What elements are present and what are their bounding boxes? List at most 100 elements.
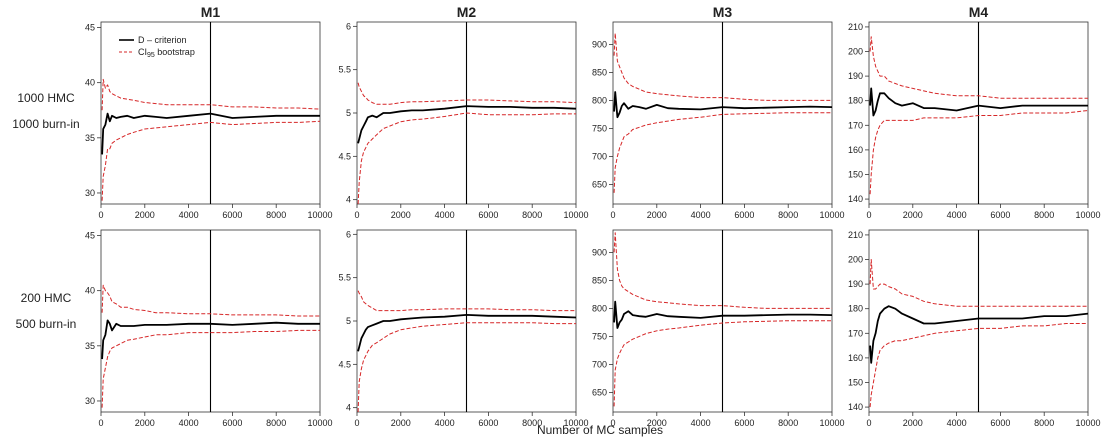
y-tick-label: 900	[592, 247, 607, 257]
row-label-1-line-2: 1000 burn-in	[12, 117, 79, 131]
y-tick-label: 140	[848, 194, 863, 204]
series-d-criterion	[613, 91, 833, 119]
x-tick-label: 0	[610, 210, 615, 220]
row-label-2-line-1: 200 HMC	[21, 291, 72, 305]
y-tick-label: 200	[848, 255, 863, 265]
series-ci-upper	[613, 32, 832, 101]
series-d-criterion	[869, 87, 1088, 117]
y-tick-label: 35	[85, 133, 95, 143]
y-tick-label: 150	[848, 377, 863, 387]
y-tick-label: 5	[346, 316, 351, 326]
y-tick-label: 30	[85, 396, 95, 406]
x-tick-label: 10000	[563, 210, 588, 220]
y-tick-label: 160	[848, 353, 863, 363]
x-tick-label: 0	[610, 418, 615, 428]
y-tick-label: 180	[848, 304, 863, 314]
panel-6: 4 4.5 5 5.5 6 0 2000 4000 6000 8000 10000	[338, 229, 588, 428]
y-tick-label: 45	[85, 23, 95, 33]
panel-title: M2	[457, 4, 477, 20]
x-tick-label: 4000	[435, 210, 455, 220]
x-tick-label: 4000	[179, 210, 199, 220]
series-ci-lower	[613, 112, 832, 193]
y-tick-label: 190	[848, 279, 863, 289]
x-tick-label: 4000	[435, 418, 455, 428]
x-tick-label: 10000	[307, 418, 332, 428]
legend-ci-label-subscript: 95	[147, 52, 155, 59]
x-tick-label: 2000	[391, 210, 411, 220]
x-tick-label: 10000	[563, 418, 588, 428]
x-tick-label: 8000	[778, 210, 798, 220]
y-tick-label: 6	[346, 21, 351, 31]
panel-7: 650 700 750 800 850 900 0 2000 4000 6000 8000 10000	[592, 229, 845, 428]
y-tick-label: 700	[592, 151, 607, 161]
y-tick-label: 210	[848, 22, 863, 32]
y-tick-label: 800	[592, 95, 607, 105]
x-tick-label: 6000	[734, 210, 754, 220]
series-ci-upper	[613, 232, 832, 309]
y-tick-label: 850	[592, 67, 607, 77]
y-tick-label: 140	[848, 402, 863, 412]
y-tick-label: 5.5	[338, 65, 351, 75]
panel-5: 30 35 40 45 0 2000 4000 6000 8000 10000	[85, 229, 333, 428]
x-tick-label: 2000	[647, 418, 667, 428]
x-tick-label: 4000	[691, 418, 711, 428]
x-tick-label: 8000	[778, 418, 798, 428]
panel-2: M2 4 4.5 5 5.5 6 0 2000 4000 6000 8000 10000	[338, 4, 588, 220]
y-tick-label: 800	[592, 303, 607, 313]
series-d-criterion	[357, 313, 577, 352]
x-tick-label: 6000	[478, 418, 498, 428]
x-tick-label: 10000	[1075, 418, 1100, 428]
series-ci-upper	[869, 36, 1088, 99]
row-label-2-line-2: 500 burn-in	[16, 317, 77, 331]
x-tick-label: 2000	[135, 210, 155, 220]
y-tick-label: 4	[346, 403, 351, 413]
x-tick-label: 0	[354, 418, 359, 428]
x-tick-label: 0	[98, 418, 103, 428]
y-tick-label: 170	[848, 120, 863, 130]
legend-criterion-label: D – criterion	[138, 35, 187, 45]
x-tick-label: 2000	[903, 210, 923, 220]
series-ci-upper	[101, 284, 320, 317]
x-tick-label: 4000	[691, 210, 711, 220]
legend-ci-label-main: CI	[138, 47, 147, 57]
y-tick-label: 850	[592, 275, 607, 285]
panel-title: M4	[969, 4, 989, 20]
series-ci-upper	[357, 290, 576, 312]
x-tick-label: 6000	[222, 418, 242, 428]
series-d-criterion	[613, 300, 833, 329]
x-tick-label: 6000	[990, 418, 1010, 428]
x-tick-label: 6000	[478, 210, 498, 220]
y-tick-label: 190	[848, 71, 863, 81]
x-tick-label: 10000	[819, 418, 844, 428]
series-ci-lower	[357, 322, 576, 413]
y-tick-label: 750	[592, 331, 607, 341]
legend: D – criterion CI95 bootstrap	[119, 35, 195, 59]
y-tick-label: 170	[848, 328, 863, 338]
x-tick-label: 2000	[903, 418, 923, 428]
x-tick-label: 8000	[1034, 210, 1054, 220]
x-tick-label: 8000	[522, 210, 542, 220]
y-tick-label: 650	[592, 387, 607, 397]
x-tick-label: 2000	[135, 418, 155, 428]
x-tick-label: 10000	[307, 210, 332, 220]
x-tick-label: 0	[866, 210, 871, 220]
panel-title: M1	[201, 4, 221, 20]
x-tick-label: 6000	[222, 210, 242, 220]
series-ci-lower	[613, 320, 832, 407]
y-tick-label: 40	[85, 78, 95, 88]
y-tick-label: 6	[346, 229, 351, 239]
x-tick-label: 4000	[947, 418, 967, 428]
y-tick-label: 35	[85, 341, 95, 351]
series-ci-lower	[869, 323, 1088, 408]
y-tick-label: 160	[848, 145, 863, 155]
y-tick-label: 900	[592, 39, 607, 49]
x-tick-label: 10000	[819, 210, 844, 220]
x-tick-label: 0	[98, 210, 103, 220]
series-d-criterion	[101, 319, 320, 360]
y-tick-label: 650	[592, 179, 607, 189]
series-ci-upper	[357, 82, 577, 105]
series-ci-upper	[101, 78, 321, 111]
y-tick-label: 180	[848, 96, 863, 106]
y-tick-label: 30	[85, 188, 95, 198]
panel-3: M3 650 700 750 800 850 900 0 2000 4000 6000 8000 100…	[592, 4, 845, 220]
